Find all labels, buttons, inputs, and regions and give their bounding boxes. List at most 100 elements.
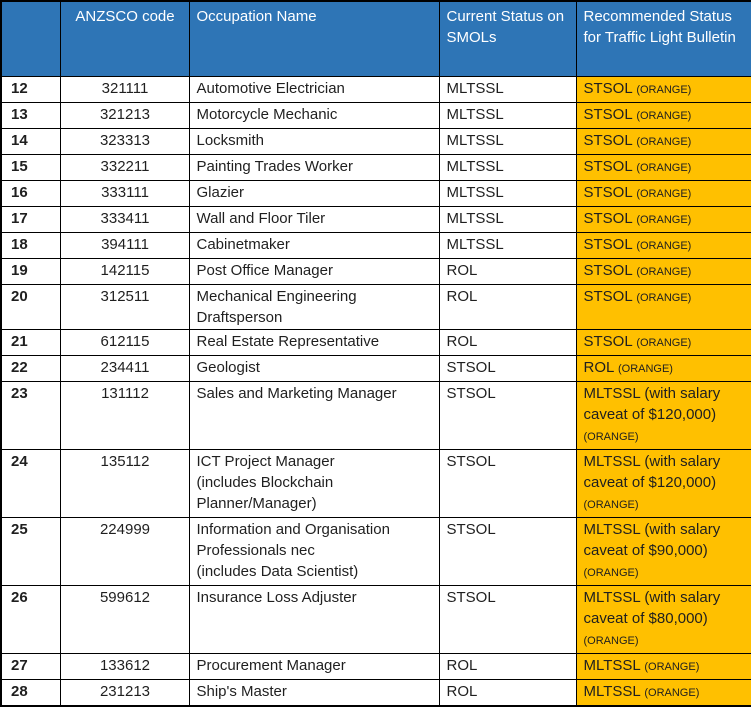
recommended-status-text: STSOL: [583, 261, 633, 279]
orange-tag: (ORANGE): [636, 161, 692, 174]
row-number-cell: 27: [0, 652, 61, 680]
current-status-cell: STSOL: [438, 380, 577, 450]
orange-tag: (ORANGE): [636, 291, 692, 304]
current-status-cell: MLTSSL: [438, 75, 577, 103]
occupation-name-cell: Real Estate Representative: [188, 328, 440, 356]
anzsco-code-cell: 135112: [59, 448, 190, 518]
anzsco-code-cell: 142115: [59, 257, 190, 285]
anzsco-code-cell: 131112: [59, 380, 190, 450]
occupation-name-cell: Wall and Floor Tiler: [188, 205, 440, 233]
table-row: 25 224999 Information and Organisation P…: [0, 516, 751, 586]
current-status-cell: MLTSSL: [438, 153, 577, 181]
header-occupation-name: Occupation Name: [188, 0, 440, 77]
row-number-cell: 20: [0, 283, 61, 330]
recommended-status-cell: STSOL (ORANGE): [575, 205, 751, 233]
recommended-status-text: ROL: [583, 358, 614, 376]
table-row: 26 599612 Insurance Loss Adjuster STSOL …: [0, 584, 751, 654]
row-number-cell: 17: [0, 205, 61, 233]
anzsco-code-cell: 234411: [59, 354, 190, 382]
orange-tag: (ORANGE): [644, 660, 700, 673]
occupation-name-cell: Post Office Manager: [188, 257, 440, 285]
current-status-cell: STSOL: [438, 448, 577, 518]
recommended-status-text: STSOL: [583, 209, 633, 227]
occupation-name-cell: Cabinetmaker: [188, 231, 440, 259]
header-recommended-status: Recommended Status for Traffic Light Bul…: [575, 0, 751, 77]
anzsco-code-cell: 333411: [59, 205, 190, 233]
current-status-cell: ROL: [438, 328, 577, 356]
anzsco-code-cell: 599612: [59, 584, 190, 654]
recommended-status-text: STSOL: [583, 157, 633, 175]
occupation-name-cell: Mechanical Engineering Draftsperson: [188, 283, 440, 330]
header-row-number: [0, 0, 61, 77]
recommended-status-cell: MLTSSL (ORANGE): [575, 678, 751, 706]
recommended-status-text: MLTSSL (with salary caveat of $120,000): [583, 384, 721, 423]
table-row: 24 135112 ICT Project Manager (includes …: [0, 448, 751, 518]
occupation-name-cell: Ship's Master: [188, 678, 440, 706]
row-number-cell: 26: [0, 584, 61, 654]
recommended-status-cell: STSOL (ORANGE): [575, 101, 751, 129]
recommended-status-cell: STSOL (ORANGE): [575, 127, 751, 155]
anzsco-code-cell: 224999: [59, 516, 190, 586]
row-number-cell: 28: [0, 678, 61, 706]
recommended-status-cell: STSOL (ORANGE): [575, 328, 751, 356]
recommended-status-cell: STSOL (ORANGE): [575, 257, 751, 285]
recommended-status-cell: STSOL (ORANGE): [575, 179, 751, 207]
recommended-status-text: MLTSSL: [583, 656, 641, 674]
table-row: 13 321213 Motorcycle Mechanic MLTSSL STS…: [0, 101, 751, 129]
orange-tag: (ORANGE): [583, 430, 639, 443]
recommended-status-cell: MLTSSL (with salary caveat of $120,000) …: [575, 448, 751, 518]
row-number-cell: 25: [0, 516, 61, 586]
table-row: 18 394111 Cabinetmaker MLTSSL STSOL (ORA…: [0, 231, 751, 259]
recommended-status-text: MLTSSL (with salary caveat of $80,000): [583, 588, 721, 627]
orange-tag: (ORANGE): [636, 187, 692, 200]
recommended-status-cell: STSOL (ORANGE): [575, 231, 751, 259]
occupation-name-cell: Procurement Manager: [188, 652, 440, 680]
table-row: 14 323313 Locksmith MLTSSL STSOL (ORANGE…: [0, 127, 751, 155]
current-status-cell: ROL: [438, 257, 577, 285]
occupation-name-cell: Insurance Loss Adjuster: [188, 584, 440, 654]
orange-tag: (ORANGE): [636, 109, 692, 122]
recommended-status-cell: MLTSSL (with salary caveat of $120,000) …: [575, 380, 751, 450]
current-status-cell: MLTSSL: [438, 101, 577, 129]
current-status-cell: MLTSSL: [438, 205, 577, 233]
orange-tag: (ORANGE): [636, 336, 692, 349]
recommended-status-text: MLTSSL: [583, 682, 641, 700]
recommended-status-text: STSOL: [583, 79, 633, 97]
table-row: 16 333111 Glazier MLTSSL STSOL (ORANGE): [0, 179, 751, 207]
current-status-cell: STSOL: [438, 584, 577, 654]
recommended-status-text: STSOL: [583, 235, 633, 253]
occupation-name-cell: Information and Organisation Professiona…: [188, 516, 440, 586]
recommended-status-cell: STSOL (ORANGE): [575, 75, 751, 103]
row-number-cell: 16: [0, 179, 61, 207]
row-number-cell: 18: [0, 231, 61, 259]
current-status-cell: STSOL: [438, 516, 577, 586]
orange-tag: (ORANGE): [636, 213, 692, 226]
table-row: 23 131112 Sales and Marketing Manager ST…: [0, 380, 751, 450]
current-status-cell: STSOL: [438, 354, 577, 382]
row-number-cell: 24: [0, 448, 61, 518]
recommended-status-cell: ROL (ORANGE): [575, 354, 751, 382]
occupation-name-cell: ICT Project Manager (includes Blockchain…: [188, 448, 440, 518]
anzsco-code-cell: 321111: [59, 75, 190, 103]
table-row: 17 333411 Wall and Floor Tiler MLTSSL ST…: [0, 205, 751, 233]
table-row: 28 231213 Ship's Master ROL MLTSSL (ORAN…: [0, 678, 751, 706]
orange-tag: (ORANGE): [644, 686, 700, 699]
header-anzsco-code: ANZSCO code: [59, 0, 190, 77]
recommended-status-text: STSOL: [583, 287, 633, 305]
recommended-status-text: MLTSSL (with salary caveat of $120,000): [583, 452, 721, 491]
header-row: ANZSCO code Occupation Name Current Stat…: [0, 0, 751, 77]
recommended-status-cell: MLTSSL (with salary caveat of $80,000) (…: [575, 584, 751, 654]
current-status-cell: MLTSSL: [438, 127, 577, 155]
recommended-status-text: STSOL: [583, 183, 633, 201]
current-status-cell: MLTSSL: [438, 231, 577, 259]
current-status-cell: ROL: [438, 283, 577, 330]
occupation-name-cell: Locksmith: [188, 127, 440, 155]
header-current-status: Current Status on SMOLs: [438, 0, 577, 77]
row-number-cell: 12: [0, 75, 61, 103]
table-row: 15 332211 Painting Trades Worker MLTSSL …: [0, 153, 751, 181]
anzsco-code-cell: 394111: [59, 231, 190, 259]
anzsco-code-cell: 312511: [59, 283, 190, 330]
row-number-cell: 23: [0, 380, 61, 450]
occupation-name-cell: Sales and Marketing Manager: [188, 380, 440, 450]
